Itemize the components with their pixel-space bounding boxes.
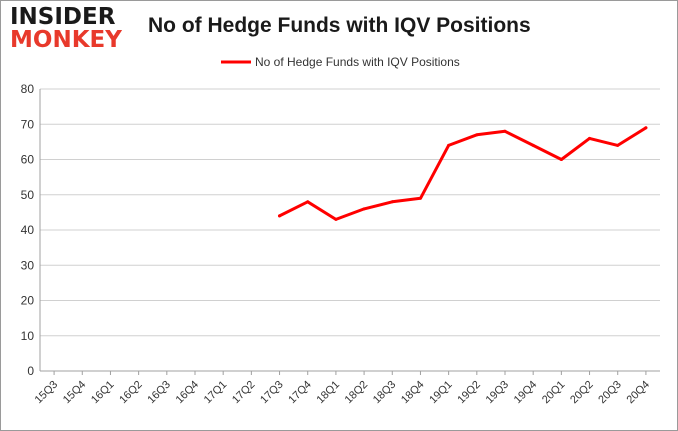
x-tick-label: 16Q3 [145, 379, 173, 407]
series-line [278, 126, 648, 221]
legend-label: No of Hedge Funds with IQV Positions [255, 55, 460, 69]
data-point [306, 200, 310, 204]
data-point [503, 129, 507, 133]
data-point [588, 136, 592, 140]
data-point [559, 158, 563, 161]
y-tick-label: 30 [21, 258, 35, 272]
x-tick-label: 16Q1 [89, 379, 117, 407]
data-point [362, 207, 366, 211]
y-tick-label: 50 [21, 188, 35, 202]
y-tick-label: 10 [21, 329, 35, 343]
y-tick-label: 20 [21, 294, 35, 308]
x-tick-label: 15Q4 [61, 379, 89, 407]
x-tick-label: 19Q1 [427, 379, 455, 407]
x-tick-label: 20Q4 [625, 379, 653, 407]
x-tick-label: 18Q2 [343, 379, 371, 407]
logo-text-monkey: MONKEY [10, 27, 122, 53]
x-tick-label: 17Q3 [258, 379, 286, 407]
x-tick-label: 17Q4 [286, 379, 314, 407]
logo-text-insider: INSIDER [10, 4, 116, 30]
chart-title: No of Hedge Funds with IQV Positions [148, 14, 531, 37]
data-point [334, 217, 338, 221]
x-tick-label: 19Q2 [455, 379, 483, 407]
brand-logo: INSIDER MONKEY [10, 6, 128, 52]
x-tick-label: 20Q2 [568, 379, 596, 407]
y-tick-label: 70 [21, 117, 35, 131]
y-tick-label: 0 [27, 364, 34, 378]
x-tick-label: 18Q1 [315, 379, 343, 407]
x-tick-label: 19Q3 [484, 379, 512, 407]
data-point [616, 143, 620, 147]
data-point [644, 126, 648, 130]
data-point [475, 133, 479, 137]
x-tick-label: 20Q3 [596, 379, 624, 407]
y-tick-label: 60 [21, 153, 35, 167]
x-tick-label: 19Q4 [512, 379, 540, 407]
x-tick-label: 15Q3 [33, 379, 61, 407]
data-point [531, 143, 535, 147]
data-point [278, 214, 282, 218]
y-tick-label: 80 [21, 82, 35, 96]
x-tick-label: 18Q4 [399, 379, 427, 407]
y-tick-label: 40 [21, 223, 35, 237]
x-tick-label: 17Q1 [202, 379, 230, 407]
data-point [447, 143, 451, 147]
x-tick-label: 16Q4 [174, 379, 202, 407]
x-tick-label: 18Q3 [371, 379, 399, 407]
x-tick-label: 20Q1 [540, 379, 568, 407]
data-point [418, 196, 422, 200]
x-tick-label: 16Q2 [117, 379, 145, 407]
data-point [390, 200, 394, 204]
x-tick-label: 17Q2 [230, 379, 258, 407]
